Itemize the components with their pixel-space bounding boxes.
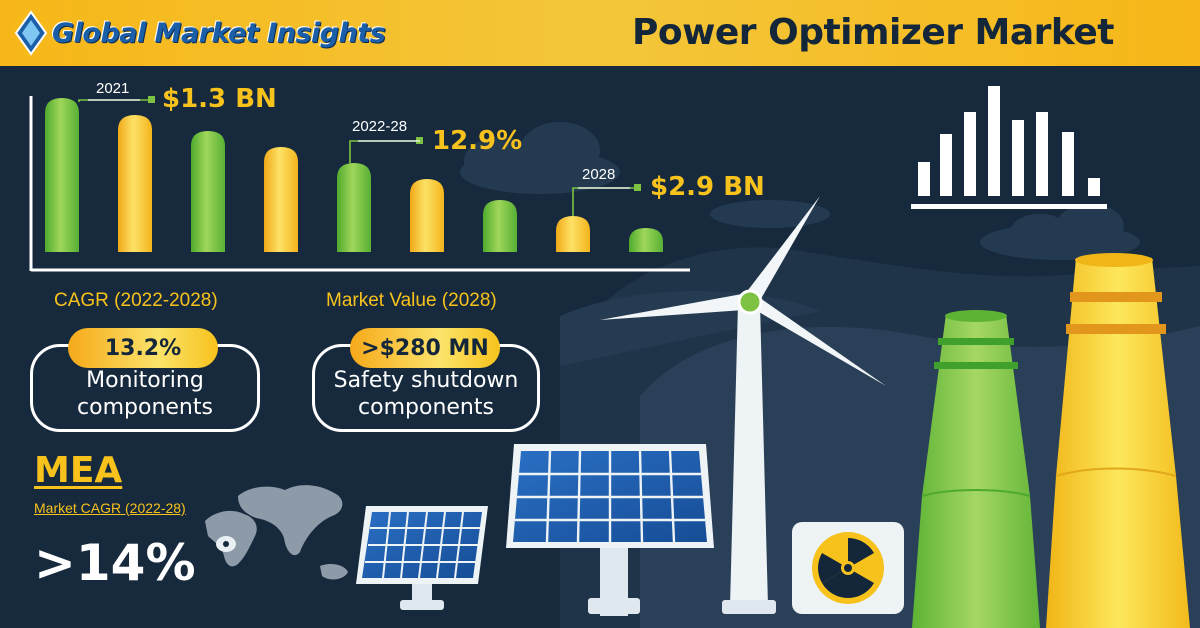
bar-6 <box>410 179 444 252</box>
callout-value-2022-28: 12.9% <box>432 126 523 156</box>
callout-year-2022-28: 2022-28 <box>352 118 408 135</box>
bar-chart-icon <box>911 86 1107 209</box>
bar-9 <box>629 228 663 252</box>
callout-value-2021: $1.3 BN <box>162 84 277 114</box>
cagr-value-pill: 13.2% <box>68 328 218 368</box>
bar-3 <box>191 131 225 252</box>
cooling-tower-icon <box>912 253 1190 628</box>
header-bar: Global Market Insights Power Optimizer M… <box>0 0 1200 66</box>
callout-year-2021: 2021 <box>96 80 130 97</box>
bar-5 <box>337 163 371 252</box>
bar-chart-illustration <box>29 96 690 272</box>
world-map-icon <box>205 485 348 580</box>
logo: Global Market Insights <box>14 10 386 56</box>
region-name: MEA <box>34 450 123 491</box>
logo-diamond-icon <box>14 10 48 56</box>
radiation-icon <box>792 522 904 614</box>
infographic-scene: 2021 $1.3 BN 2022-28 12.9% 2028 $2.9 BN … <box>0 66 1200 628</box>
page-title: Power Optimizer Market <box>632 12 1114 53</box>
background-hills <box>560 247 1200 628</box>
bar-8 <box>556 216 590 252</box>
region-caption: Market CAGR (2022-28) <box>34 500 186 516</box>
market-segment-line2: components <box>358 395 494 420</box>
callout-value-2028: $2.9 BN <box>650 172 765 202</box>
region-value: >14% <box>34 534 196 592</box>
cagr-segment-line1: Monitoring <box>86 368 204 393</box>
logo-text: Global Market Insights <box>52 17 386 49</box>
callout-year-2028: 2028 <box>582 166 616 183</box>
cagr-segment-line2: components <box>77 395 213 420</box>
market-segment-line1: Safety shutdown <box>333 368 519 393</box>
solar-panel-icon <box>356 444 714 616</box>
market-value-pill: >$280 MN <box>350 328 500 368</box>
market-value-heading: Market Value (2028) <box>326 290 497 311</box>
wind-turbine-icon <box>600 196 886 614</box>
bar-2 <box>118 115 152 252</box>
cagr-heading: CAGR (2022-2028) <box>54 290 218 311</box>
cloud-shapes <box>460 122 1140 260</box>
bar-1 <box>45 98 79 252</box>
bar-7 <box>483 200 517 252</box>
bar-4 <box>264 147 298 252</box>
